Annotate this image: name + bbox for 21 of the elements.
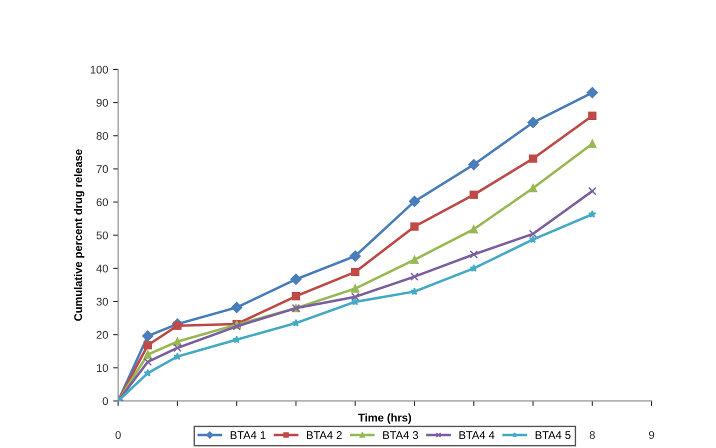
x-axis-title: Time (hrs): [358, 413, 412, 424]
y-tick-label: 70: [96, 165, 108, 174]
y-tick-label: 20: [96, 330, 108, 339]
x-tick-label: 8: [590, 431, 595, 439]
y-tick-label: 10: [96, 364, 108, 372]
y-tick-label: 90: [96, 98, 108, 107]
y-tick-label: 100: [90, 66, 108, 74]
legend-label: BTA4 2: [306, 431, 342, 439]
legend-label: BTA4 1: [230, 431, 266, 439]
y-tick-label: 60: [96, 198, 108, 206]
y-tick-label: 0: [102, 397, 108, 406]
legend-label: BTA4 5: [536, 431, 571, 440]
y-tick-label: 40: [96, 264, 108, 272]
x-tick-label: 0: [115, 431, 121, 439]
x-tick-label: 9: [648, 431, 654, 439]
y-tick-label: 30: [96, 298, 108, 306]
legend-label: BTA4 3: [383, 431, 418, 440]
y-tick-label: 80: [96, 132, 108, 140]
legend-label: BTA4 4: [459, 431, 494, 439]
y-axis-title: Cumulative percent drug release: [74, 149, 84, 321]
y-tick-label: 50: [96, 231, 108, 240]
